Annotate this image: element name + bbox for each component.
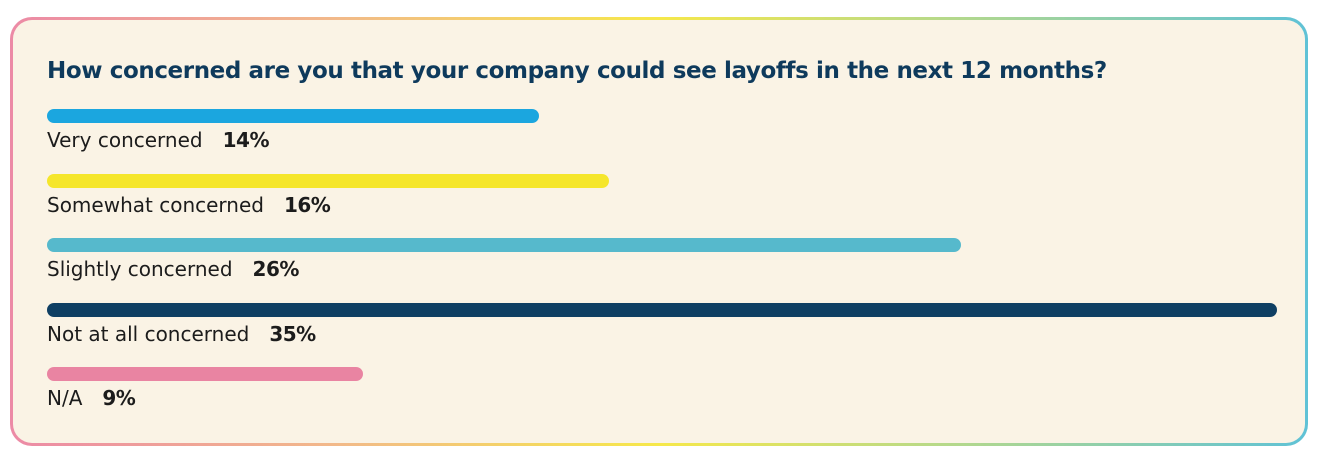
card-border: How concerned are you that your company … xyxy=(10,17,1308,446)
chart-title: How concerned are you that your company … xyxy=(47,58,1107,84)
bar-track xyxy=(47,302,1277,317)
value-label: 16% xyxy=(283,192,331,217)
bar-label-line: N/A 9% xyxy=(47,386,136,410)
bar-row: N/A 9% xyxy=(47,367,1277,432)
bar-label-line: Slightly concerned 26% xyxy=(47,257,299,281)
value-label: 26% xyxy=(252,257,300,281)
bar-track xyxy=(47,367,1277,381)
bar-label-line: Very concerned 14% xyxy=(47,128,269,152)
chart-card: How concerned are you that your company … xyxy=(13,20,1305,443)
category-label: N/A xyxy=(47,386,83,410)
category-label: Somewhat concerned xyxy=(47,192,264,217)
bar xyxy=(47,238,961,252)
bar-row: Not at all concerned 35% xyxy=(47,302,1277,368)
value-label: 9% xyxy=(102,386,136,410)
bar xyxy=(47,109,539,123)
category-label: Very concerned xyxy=(47,128,203,152)
bar-label-line: Not at all concerned 35% xyxy=(47,322,316,346)
bar-row: Very concerned 14% xyxy=(47,109,1277,174)
bar-row: Slightly concerned 26% xyxy=(47,238,1277,303)
bar xyxy=(47,302,1277,317)
category-label: Slightly concerned xyxy=(47,257,233,281)
bar-track xyxy=(47,109,1277,123)
bar-track xyxy=(47,173,1277,188)
bar-label-line: Somewhat concerned 16% xyxy=(47,192,331,217)
bar-track xyxy=(47,238,1277,252)
bar xyxy=(47,367,364,381)
value-label: 35% xyxy=(269,321,316,346)
bar-row: Somewhat concerned 16% xyxy=(47,173,1277,239)
bar xyxy=(47,173,610,188)
bar-list: Very concerned 14% Somewhat concerned 16% Sl… xyxy=(47,109,1277,432)
category-label: Not at all concerned xyxy=(47,321,250,346)
value-label: 14% xyxy=(222,128,270,152)
